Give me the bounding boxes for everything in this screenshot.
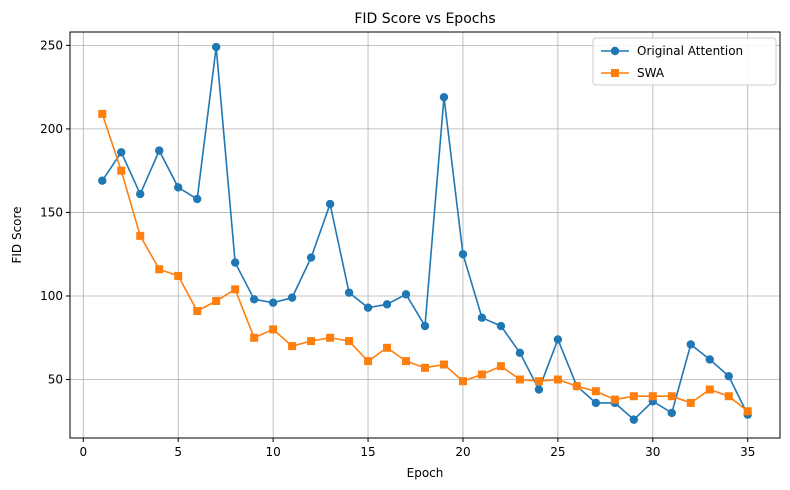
data-point <box>420 321 430 331</box>
y-tick-label: 250 <box>40 38 63 52</box>
data-point <box>269 325 278 334</box>
grid-lines <box>70 32 780 438</box>
data-point <box>439 92 449 102</box>
y-tick-label: 100 <box>40 289 63 303</box>
data-point <box>724 392 733 401</box>
data-point <box>250 333 259 342</box>
x-tick-label: 20 <box>455 445 470 459</box>
data-point <box>572 382 581 391</box>
data-point <box>268 298 278 307</box>
data-point <box>515 375 524 384</box>
data-point <box>421 363 429 372</box>
legend-box <box>592 37 777 86</box>
data-point <box>231 285 240 294</box>
data-point <box>648 392 657 401</box>
data-point <box>553 375 562 384</box>
data-point <box>307 337 316 346</box>
data-point <box>117 148 126 157</box>
data-point <box>344 288 354 297</box>
data-point <box>591 398 601 408</box>
series-line <box>101 46 749 421</box>
data-point <box>192 194 202 204</box>
data-point <box>155 146 164 155</box>
data-point <box>629 415 639 424</box>
data-point <box>534 377 543 386</box>
data-point <box>98 176 107 185</box>
legend-label: SWA <box>637 66 665 80</box>
data-point <box>477 313 487 322</box>
data-point <box>458 377 467 386</box>
data-point <box>287 293 297 302</box>
data-point <box>136 231 145 240</box>
series-swa <box>98 109 752 416</box>
data-point <box>534 385 544 394</box>
data-point <box>174 183 183 192</box>
data-point <box>686 340 695 349</box>
data-point <box>117 166 126 175</box>
data-point <box>363 303 373 312</box>
data-point <box>345 337 354 346</box>
data-point <box>402 357 411 366</box>
data-point <box>496 321 506 331</box>
x-tick-label: 5 <box>174 445 182 459</box>
data-point <box>98 109 107 118</box>
legend-entry: SWA <box>601 66 665 80</box>
data-point <box>383 343 392 352</box>
data-point <box>136 189 145 199</box>
data-point <box>364 357 373 366</box>
data-point <box>610 395 619 404</box>
data-point <box>288 342 297 351</box>
data-point <box>212 296 221 305</box>
data-point <box>667 408 676 418</box>
x-tick-label: 30 <box>645 445 660 459</box>
data-point <box>667 392 676 401</box>
series-original-attention <box>98 42 752 424</box>
data-point <box>496 362 505 371</box>
data-point <box>439 360 448 369</box>
data-point <box>686 398 695 407</box>
x-tick-label: 10 <box>265 445 280 459</box>
data-point <box>553 335 563 344</box>
chart-title: FID Score vs Epochs <box>354 11 495 27</box>
y-tick-label: 200 <box>40 122 63 136</box>
plot-frame <box>69 31 781 439</box>
y-tick-label: 150 <box>40 205 63 219</box>
data-point <box>724 371 733 381</box>
data-point <box>705 355 714 364</box>
data-point <box>515 348 525 357</box>
data-point <box>155 265 164 274</box>
axis-ticks: 0 5 10 15 20 25 30 35 50 100 150 200 250 <box>40 38 755 459</box>
y-tick-label: 50 <box>48 373 63 387</box>
data-point <box>705 385 714 394</box>
legend-marker <box>611 69 619 77</box>
data-point <box>743 407 752 416</box>
x-axis-label: Epoch <box>407 466 444 480</box>
data-point <box>382 300 392 309</box>
data-point <box>193 307 202 316</box>
data-point <box>174 271 183 280</box>
x-tick-label: 35 <box>740 445 755 459</box>
data-point <box>230 258 240 267</box>
legend-label: Original Attention <box>637 44 743 58</box>
data-point <box>591 387 600 396</box>
legend-marker <box>610 46 620 56</box>
data-point <box>211 42 221 52</box>
data-point <box>249 295 259 304</box>
y-axis-label: FID Score <box>10 206 24 263</box>
data-point <box>401 290 411 299</box>
legend: Original Attention SWA <box>592 37 777 86</box>
data-point <box>458 250 468 259</box>
x-tick-label: 0 <box>79 445 87 459</box>
data-point <box>477 370 486 379</box>
x-tick-label: 25 <box>550 445 565 459</box>
series-layer <box>98 42 752 424</box>
data-point <box>629 392 638 401</box>
data-point <box>325 199 335 209</box>
x-tick-label: 15 <box>360 445 375 459</box>
legend-entry: Original Attention <box>601 44 743 58</box>
data-point <box>326 333 335 342</box>
data-point <box>306 253 316 262</box>
